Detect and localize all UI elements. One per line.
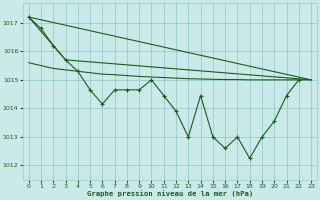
- X-axis label: Graphe pression niveau de la mer (hPa): Graphe pression niveau de la mer (hPa): [87, 190, 253, 197]
